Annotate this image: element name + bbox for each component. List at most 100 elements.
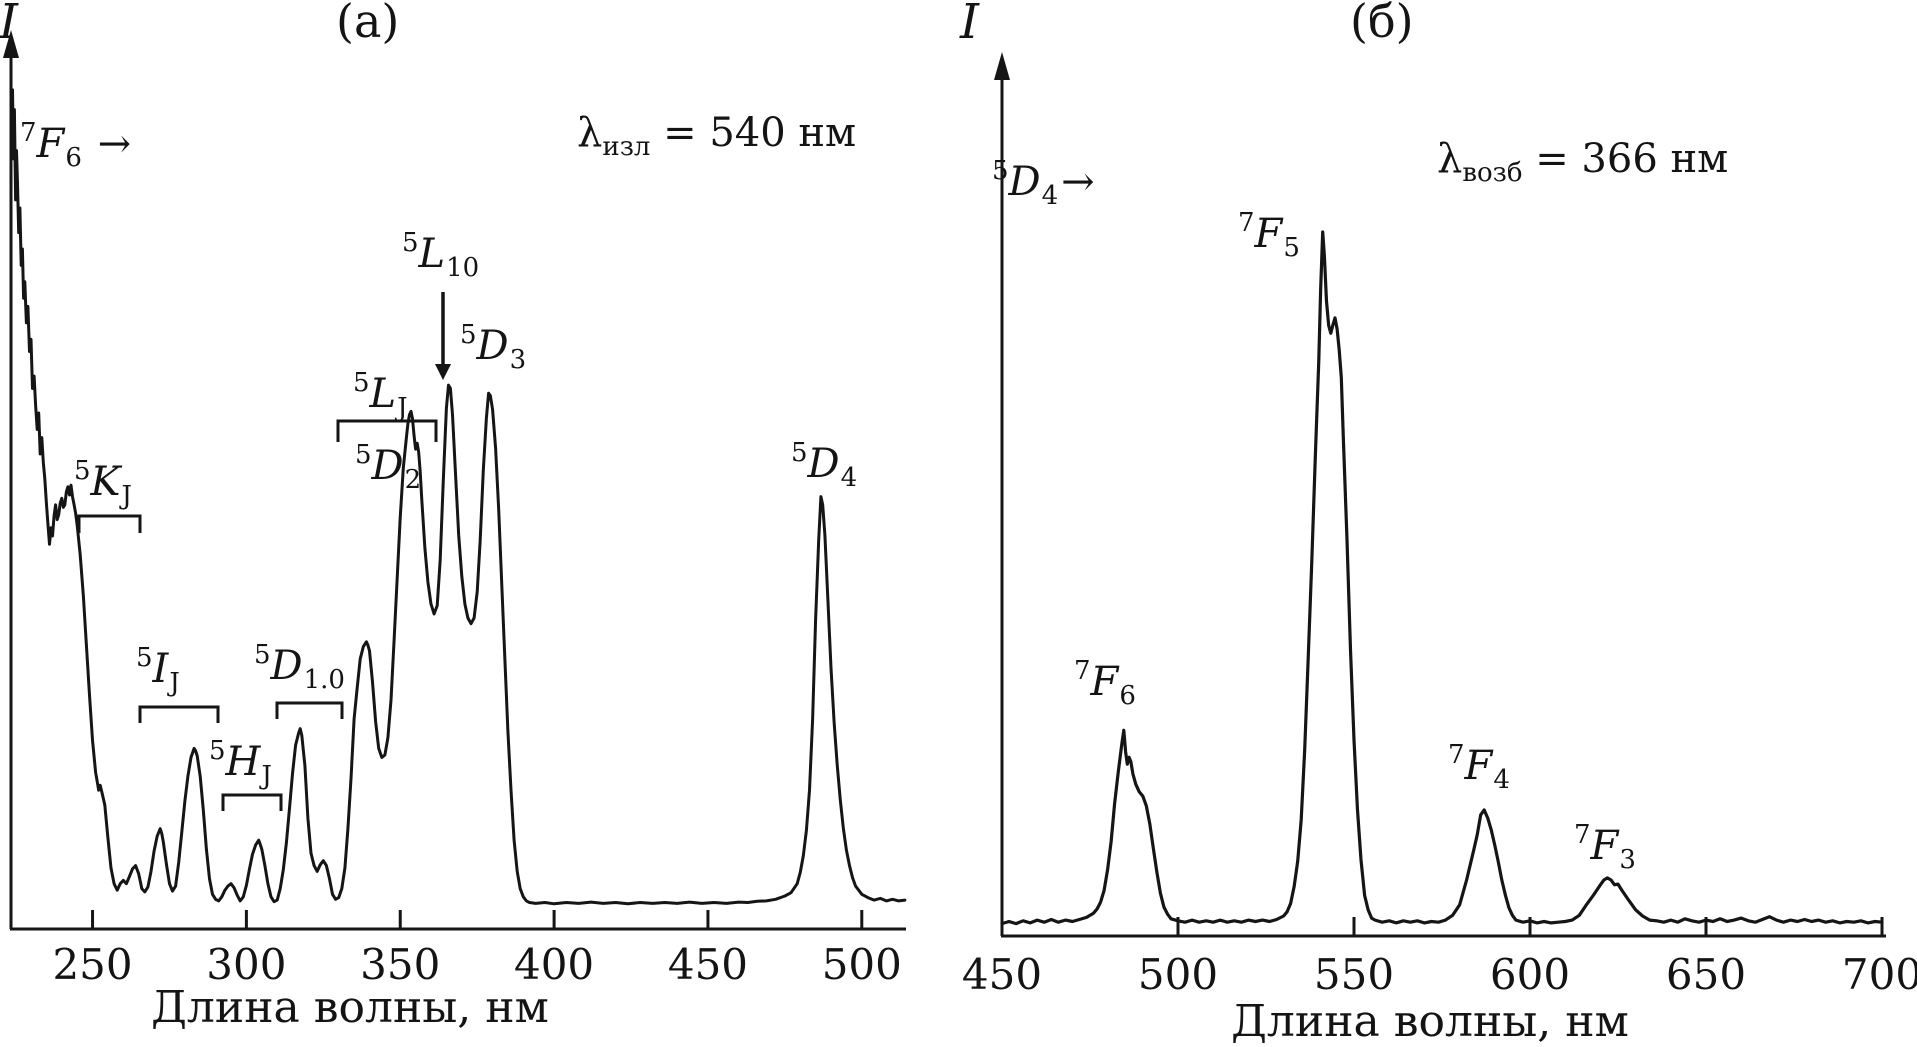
term-sub: 4 — [840, 463, 858, 493]
term-label-7F4: 7F4 — [1448, 740, 1510, 795]
term-sup: 7 — [1074, 656, 1091, 686]
term-sup: 5 — [353, 368, 370, 398]
term-letter: D — [1008, 159, 1041, 205]
lambda-symbol: λ — [1437, 136, 1463, 182]
spectrum-curve-a — [11, 88, 907, 906]
x-axis-title-b: Длина волны, нм — [1231, 996, 1629, 1047]
term-sup: 7 — [1574, 820, 1591, 850]
term-sup: 5 — [791, 438, 808, 468]
term-label-7F5: 7F5 — [1238, 208, 1300, 263]
term-sup: 7 — [1448, 740, 1465, 770]
term-letter: F — [1590, 823, 1619, 869]
term-sub: 1.0 — [303, 665, 345, 695]
excitation-monitor-annotation: λизл = 540 нм — [577, 110, 856, 162]
group-bracket-5LJ — [336, 419, 438, 442]
x-tick-label-a-350: 350 — [360, 940, 441, 989]
term-label-7F3: 7F3 — [1574, 820, 1636, 875]
x-tick-label-b-500: 500 — [1137, 950, 1219, 999]
x-tick-label-a-500: 500 — [821, 940, 902, 989]
group-bracket-5HJ — [221, 793, 283, 811]
term-sup: 5 — [402, 228, 419, 258]
term-sub: 3 — [1619, 845, 1636, 875]
lambda-value: = 540 нм — [650, 110, 857, 156]
term-letter: L — [418, 231, 446, 277]
x-tick-label-b-550: 550 — [1313, 950, 1395, 999]
term-sup: 5 — [992, 156, 1009, 186]
term-label-5L10: 5L10 — [402, 228, 479, 283]
x-tick-label-a-250: 250 — [52, 940, 133, 989]
term-sub: 4 — [1493, 765, 1510, 795]
term-letter: F — [36, 121, 65, 167]
term-letter: F — [1464, 743, 1493, 789]
arrow-suffix: → — [84, 121, 132, 167]
term-sup: 5 — [460, 320, 477, 350]
panel-title-a: (a) — [336, 0, 400, 48]
term-letter: F — [1254, 211, 1283, 257]
term-sub: 3 — [509, 345, 527, 375]
y-axis-arrowhead-b — [994, 52, 1010, 80]
term-sup: 5 — [74, 456, 91, 486]
term-sub: J — [169, 668, 180, 698]
y-axis-label-a: I — [0, 0, 18, 50]
term-sub: J — [397, 393, 408, 423]
pointer-arrowhead-5L10 — [435, 364, 451, 380]
group-bracket-5D10 — [275, 701, 344, 719]
spectrum-curve-b — [1000, 230, 1884, 926]
term-letter: L — [369, 371, 397, 417]
term-sub: 5 — [1283, 233, 1300, 263]
term-letter: F — [1090, 659, 1119, 705]
term-sup: 7 — [20, 118, 37, 148]
x-tick-label-b-600: 600 — [1489, 950, 1571, 999]
lambda-value: = 366 нм — [1522, 136, 1729, 182]
group-bracket-5IJ — [138, 705, 220, 723]
term-label-5D1.0: 5D1.0 — [254, 640, 345, 695]
excitation-wavelength-annotation: λвозб = 366 нм — [1437, 136, 1728, 188]
term-sup: 5 — [355, 440, 372, 470]
term-sub: 4 — [1041, 181, 1059, 211]
term-label-5D2: 5D2 — [355, 440, 421, 495]
lambda-subscript: изл — [602, 132, 651, 162]
term-sup: 5 — [254, 640, 271, 670]
x-axis-title-a: Длина волны, нм — [151, 982, 549, 1033]
term-letter: D — [270, 643, 303, 689]
term-sub: 2 — [404, 465, 422, 495]
term-sup: 5 — [136, 643, 153, 673]
term-sup: 5 — [209, 736, 226, 766]
x-tick-label-a-400: 400 — [513, 940, 595, 989]
term-letter: D — [807, 441, 840, 487]
x-tick-label-b-450: 450 — [961, 950, 1043, 999]
term-label-7F6: 7F6 → — [20, 118, 131, 173]
term-label-7F6-b: 7F6 — [1074, 656, 1136, 711]
y-axis-arrowhead-a — [3, 30, 19, 58]
arrow-suffix: → — [1061, 159, 1095, 205]
term-letter: I — [152, 646, 169, 692]
term-label-5HJ: 5HJ — [209, 736, 272, 791]
term-letter: H — [225, 739, 261, 785]
x-tick-label-b-650: 650 — [1665, 950, 1747, 999]
term-sub: 6 — [65, 143, 82, 173]
term-label-5D4-b: 5D4→ — [992, 156, 1095, 211]
term-sub: J — [121, 481, 132, 511]
lambda-symbol: λ — [577, 110, 603, 156]
term-sup: 7 — [1238, 208, 1255, 238]
term-letter: D — [476, 323, 509, 369]
term-label-5LJ: 5LJ — [353, 368, 408, 423]
term-sub: 6 — [1119, 681, 1136, 711]
term-label-5KJ: 5KJ — [74, 456, 132, 511]
term-sub: 10 — [446, 253, 480, 283]
term-label-5D3: 5D3 — [460, 320, 526, 375]
x-tick-label-b-700: 700 — [1841, 950, 1917, 999]
x-tick-label-a-300: 300 — [206, 940, 287, 989]
term-label-5IJ: 5IJ — [136, 643, 180, 698]
term-letter: D — [371, 443, 404, 489]
panel-title-b: (б) — [1350, 0, 1414, 48]
term-letter: K — [90, 459, 121, 505]
term-label-5D4-a: 5D4 — [791, 438, 857, 493]
term-sub: J — [261, 761, 272, 791]
lambda-subscript: возб — [1462, 158, 1523, 188]
group-bracket-5KJ — [77, 514, 142, 533]
x-tick-label-a-450: 450 — [667, 940, 749, 989]
y-axis-label-b: I — [960, 0, 979, 50]
